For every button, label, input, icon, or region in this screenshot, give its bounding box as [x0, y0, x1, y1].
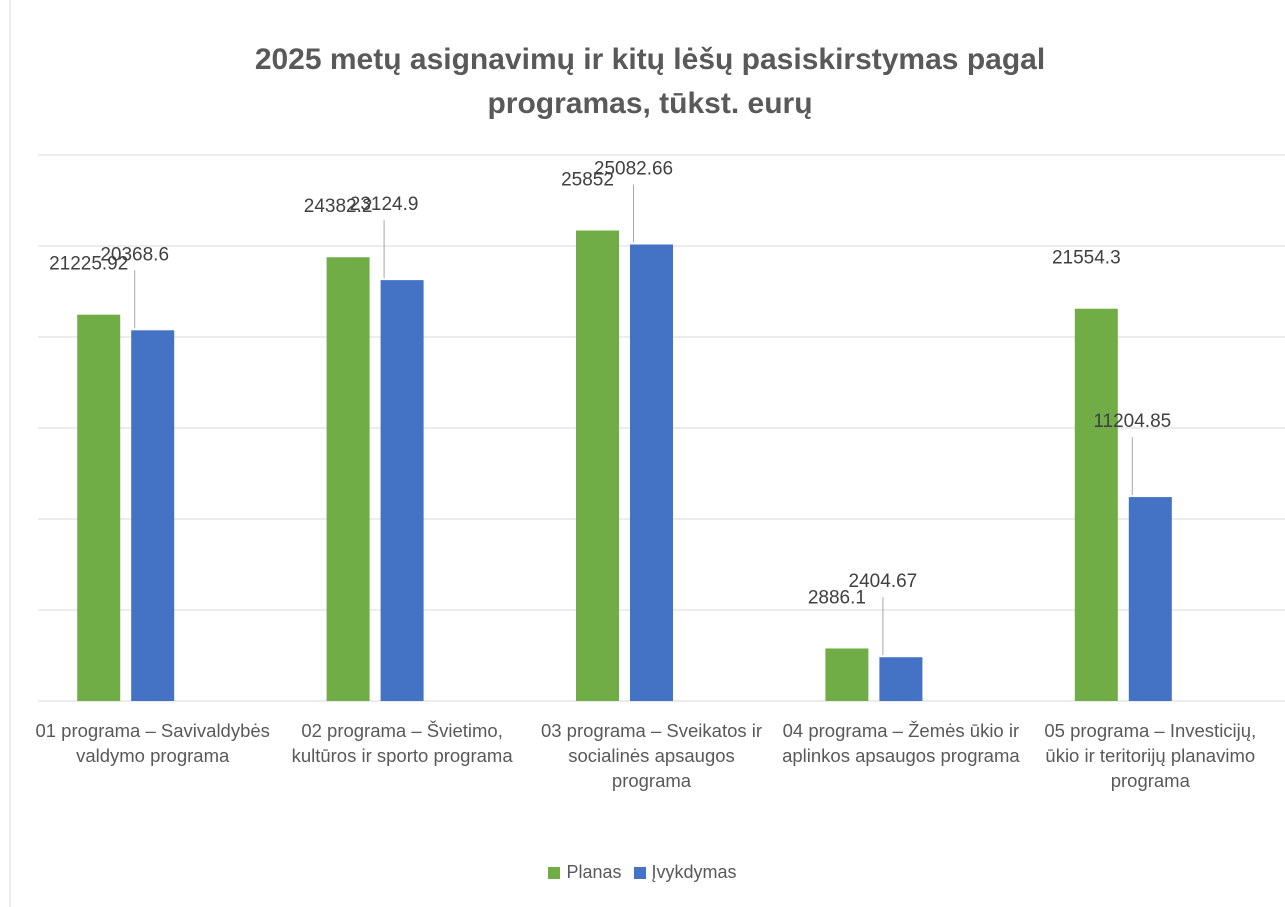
bar — [326, 257, 370, 701]
data-label: 2404.67 — [849, 571, 918, 592]
bar — [131, 330, 175, 701]
legend-swatch — [548, 866, 561, 879]
data-label: 25852 — [561, 169, 614, 190]
x-tick-label: 03 programa – Sveikatos ir socialinės ap… — [540, 720, 763, 791]
x-tick-label: 05 programa – Investicijų, ūkio ir terit… — [1044, 720, 1257, 791]
bar — [1074, 308, 1118, 701]
data-label: 11204.85 — [1093, 411, 1171, 432]
legend-label: Planas — [566, 862, 622, 882]
legend: Planas Įvykdymas — [0, 862, 1285, 884]
bar — [630, 244, 673, 701]
legend-item: Planas — [548, 862, 622, 883]
bar — [1128, 497, 1172, 701]
x-tick-label: 02 programa – Švietimo, kultūros ir spor… — [291, 720, 513, 766]
bar — [879, 657, 923, 701]
legend-item: Įvykdymas — [633, 862, 737, 883]
legend-swatch — [633, 866, 646, 879]
data-label: 21225.92 — [49, 254, 128, 275]
chart-title: 2025 metų asignavimų ir kitų lėšų pasisk… — [254, 43, 1046, 120]
data-label: 20368.6 — [100, 244, 169, 265]
bar — [576, 230, 619, 702]
data-label: 2886.1 — [808, 587, 866, 608]
data-label: 24382.2 — [304, 196, 373, 217]
data-label: 23124.9 — [350, 194, 419, 215]
x-tick-label: 01 programa – Savivaldybės valdymo progr… — [35, 720, 270, 766]
data-label: 21554.3 — [1052, 248, 1121, 269]
data-label: 25082.66 — [594, 158, 673, 179]
bar — [380, 280, 424, 701]
bar — [77, 314, 121, 701]
legend-label: Įvykdymas — [651, 862, 737, 882]
bar — [825, 648, 869, 701]
x-tick-label: 04 programa – Žemės ūkio ir aplinkos aps… — [782, 720, 1020, 766]
